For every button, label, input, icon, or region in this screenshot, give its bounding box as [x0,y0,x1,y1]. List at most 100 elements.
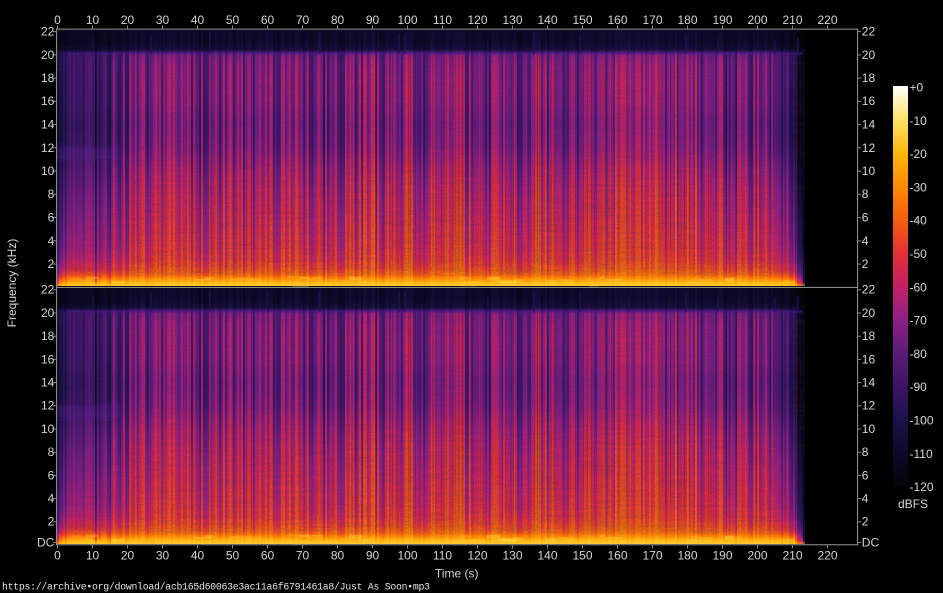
svg-text:20: 20 [41,306,55,320]
svg-text:150: 150 [572,548,592,562]
svg-text:140: 140 [537,548,557,562]
svg-text:60: 60 [261,13,275,27]
svg-text:18: 18 [41,71,55,85]
svg-text:8: 8 [48,187,55,201]
svg-text:10: 10 [41,422,55,436]
svg-text:-120: -120 [910,480,934,494]
svg-text:100: 100 [397,13,417,27]
svg-text:190: 190 [712,13,732,27]
svg-text:12: 12 [41,141,55,155]
svg-text:-20: -20 [910,147,928,161]
svg-text:130: 130 [502,548,522,562]
svg-text:-110: -110 [910,447,933,461]
svg-text:40: 40 [191,13,205,27]
svg-text:6: 6 [862,211,869,225]
svg-text:2: 2 [862,257,869,271]
svg-text:14: 14 [862,376,876,390]
svg-text:90: 90 [366,548,380,562]
svg-text:0: 0 [54,548,61,562]
svg-text:6: 6 [48,468,55,482]
svg-text:-50: -50 [910,247,928,261]
svg-text:160: 160 [607,548,627,562]
svg-text:20: 20 [121,548,135,562]
svg-text:210: 210 [782,13,802,27]
svg-text:190: 190 [712,548,732,562]
svg-text:6: 6 [862,468,869,482]
svg-text:20: 20 [862,48,876,62]
svg-text:8: 8 [48,445,55,459]
svg-text:4: 4 [862,234,869,248]
svg-text:10: 10 [86,548,100,562]
svg-text:4: 4 [48,492,55,506]
svg-text:220: 220 [817,548,837,562]
svg-text:130: 130 [502,13,522,27]
svg-text:140: 140 [537,13,557,27]
svg-text:20: 20 [41,48,55,62]
svg-text:-70: -70 [910,314,928,328]
svg-text:110: 110 [433,548,452,562]
svg-text:8: 8 [862,187,869,201]
svg-text:200: 200 [747,548,767,562]
svg-text:70: 70 [296,13,310,27]
svg-text:Frequency (kHz): Frequency (kHz) [5,239,19,328]
svg-text:70: 70 [296,548,310,562]
svg-text:14: 14 [862,118,876,132]
svg-text:120: 120 [467,13,487,27]
svg-text:10: 10 [862,422,876,436]
svg-text:160: 160 [607,13,627,27]
svg-text:80: 80 [331,548,345,562]
svg-text:-60: -60 [910,280,928,294]
svg-text:https://archive•org/download/a: https://archive•org/download/acb165d6006… [2,582,430,593]
svg-text:180: 180 [677,13,697,27]
svg-text:0: 0 [54,13,61,27]
svg-text:30: 30 [156,548,170,562]
svg-text:-90: -90 [910,380,928,394]
svg-text:18: 18 [41,329,55,343]
svg-text:16: 16 [862,352,876,366]
svg-text:50: 50 [226,548,240,562]
svg-text:16: 16 [41,352,55,366]
svg-text:8: 8 [862,445,869,459]
svg-text:16: 16 [862,94,876,108]
svg-text:20: 20 [862,306,876,320]
svg-text:170: 170 [642,13,662,27]
svg-text:-40: -40 [910,214,928,228]
svg-text:150: 150 [572,13,592,27]
svg-text:10: 10 [862,164,876,178]
svg-text:6: 6 [48,211,55,225]
svg-text:170: 170 [642,548,662,562]
svg-text:180: 180 [677,548,697,562]
svg-text:90: 90 [366,13,380,27]
svg-text:210: 210 [782,548,802,562]
svg-text:-100: -100 [910,414,934,428]
svg-text:DC: DC [862,535,880,549]
svg-text:10: 10 [41,164,55,178]
svg-text:10: 10 [86,13,100,27]
svg-text:-30: -30 [910,180,928,194]
svg-text:50: 50 [226,13,240,27]
svg-text:12: 12 [862,399,876,413]
svg-text:60: 60 [261,548,275,562]
svg-text:200: 200 [747,13,767,27]
svg-text:12: 12 [41,399,55,413]
svg-text:2: 2 [862,515,869,529]
svg-text:12: 12 [862,141,876,155]
svg-text:80: 80 [331,13,345,27]
svg-text:4: 4 [48,234,55,248]
svg-text:22: 22 [41,283,55,297]
svg-text:2: 2 [48,257,55,271]
svg-text:2: 2 [48,515,55,529]
svg-text:40: 40 [191,548,205,562]
svg-text:Time (s): Time (s) [435,567,479,581]
svg-text:110: 110 [433,13,452,27]
svg-text:14: 14 [41,118,55,132]
svg-text:100: 100 [397,548,417,562]
svg-text:120: 120 [467,548,487,562]
svg-text:16: 16 [41,94,55,108]
svg-text:220: 220 [817,13,837,27]
svg-text:14: 14 [41,376,55,390]
svg-text:30: 30 [156,13,170,27]
svg-text:dBFS: dBFS [898,497,928,511]
svg-text:+0: +0 [910,81,924,95]
svg-text:DC: DC [37,535,55,549]
